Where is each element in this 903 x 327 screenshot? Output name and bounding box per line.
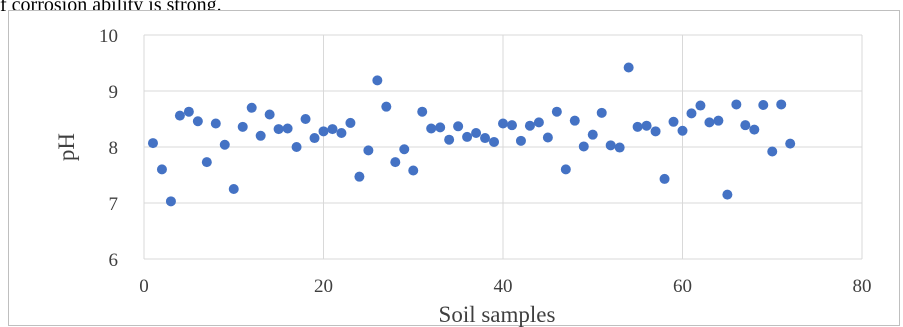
data-point bbox=[210, 118, 221, 129]
x-tick-label: 40 bbox=[494, 276, 513, 297]
data-point bbox=[372, 75, 383, 86]
y-tick-label: 6 bbox=[109, 250, 119, 271]
data-point bbox=[785, 138, 796, 149]
data-point bbox=[650, 126, 661, 137]
data-point bbox=[345, 117, 356, 128]
data-point bbox=[560, 164, 571, 175]
data-point bbox=[183, 106, 194, 117]
x-tick-label: 60 bbox=[673, 276, 692, 297]
data-point bbox=[147, 138, 158, 149]
data-point bbox=[453, 121, 464, 132]
data-point bbox=[255, 130, 266, 141]
data-point bbox=[381, 101, 392, 112]
data-point bbox=[551, 106, 562, 117]
data-point bbox=[318, 126, 329, 137]
data-point bbox=[677, 125, 688, 136]
data-point bbox=[273, 124, 284, 135]
data-point bbox=[489, 136, 500, 147]
data-point bbox=[246, 102, 257, 113]
x-tick-labels: 0 20 40 60 80 bbox=[139, 276, 871, 297]
data-point bbox=[471, 128, 482, 138]
data-point bbox=[542, 132, 553, 143]
data-point bbox=[704, 117, 715, 128]
data-point bbox=[722, 189, 733, 200]
data-point bbox=[363, 145, 374, 156]
data-point bbox=[228, 184, 239, 194]
y-tick-label: 8 bbox=[109, 138, 119, 159]
data-point bbox=[462, 131, 473, 142]
data-point bbox=[336, 128, 347, 138]
data-point bbox=[417, 106, 428, 117]
data-point bbox=[480, 133, 491, 144]
chart-frame bbox=[8, 10, 900, 326]
data-point bbox=[614, 142, 625, 153]
y-tick-labels: 6 7 8 9 10 bbox=[99, 26, 118, 271]
data-point bbox=[506, 120, 517, 131]
data-point bbox=[264, 109, 275, 120]
data-point bbox=[623, 62, 634, 73]
data-point bbox=[156, 164, 167, 175]
data-point bbox=[731, 99, 742, 110]
data-point bbox=[300, 114, 311, 124]
data-point bbox=[444, 134, 455, 145]
data-point bbox=[174, 110, 185, 121]
data-point bbox=[578, 141, 589, 152]
data-point bbox=[201, 157, 212, 168]
data-point bbox=[605, 140, 616, 151]
data-point bbox=[713, 115, 724, 126]
data-point bbox=[686, 108, 697, 119]
data-point bbox=[282, 123, 293, 134]
data-point bbox=[435, 122, 446, 133]
data-point bbox=[758, 100, 769, 110]
data-point bbox=[219, 139, 230, 150]
data-point bbox=[668, 116, 679, 127]
y-tick-label: 10 bbox=[99, 26, 118, 47]
data-point bbox=[192, 116, 203, 127]
data-point bbox=[587, 129, 598, 140]
data-point bbox=[408, 165, 419, 176]
data-point bbox=[515, 135, 526, 146]
x-axis-title: Soil samples bbox=[439, 302, 556, 327]
data-point bbox=[641, 120, 652, 131]
data-point bbox=[498, 118, 508, 129]
gridlines bbox=[143, 34, 863, 260]
data-point bbox=[327, 124, 338, 135]
data-point bbox=[632, 121, 643, 132]
y-tick-label: 9 bbox=[109, 82, 119, 103]
y-axis-title: pH bbox=[54, 133, 79, 161]
data-point bbox=[291, 142, 302, 152]
data-point bbox=[740, 120, 751, 131]
data-point bbox=[596, 107, 607, 118]
x-tick-label: 0 bbox=[139, 276, 149, 297]
data-point bbox=[776, 99, 787, 110]
data-point bbox=[767, 146, 778, 157]
data-point bbox=[165, 196, 176, 207]
data-point bbox=[354, 171, 365, 182]
data-point bbox=[533, 117, 544, 128]
data-point bbox=[309, 133, 320, 144]
data-point bbox=[399, 144, 410, 155]
data-points bbox=[147, 62, 796, 207]
y-tick-label: 7 bbox=[109, 194, 119, 215]
data-point bbox=[237, 121, 248, 132]
data-point bbox=[659, 173, 670, 184]
x-tick-label: 80 bbox=[853, 276, 872, 297]
data-point bbox=[695, 100, 706, 111]
data-point bbox=[426, 123, 437, 134]
data-point bbox=[749, 124, 760, 135]
data-point bbox=[569, 115, 580, 126]
data-point bbox=[524, 120, 535, 131]
data-point bbox=[390, 157, 401, 168]
x-tick-label: 20 bbox=[314, 276, 333, 297]
